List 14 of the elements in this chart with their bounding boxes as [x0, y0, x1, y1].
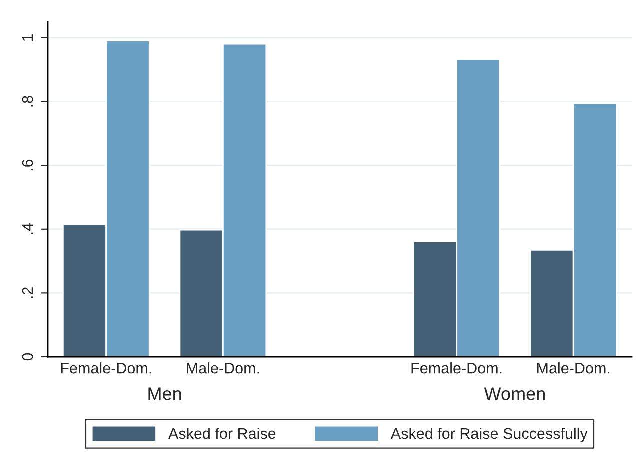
legend-label: Asked for Raise Successfully	[390, 428, 588, 442]
legend-label: Asked for Raise	[168, 428, 276, 440]
y-tick-label: .6	[22, 160, 34, 171]
y-tick-label: .2	[22, 288, 34, 298]
y-tick-label: .4	[22, 223, 34, 234]
x-tick-label: Male-Dom.	[538, 362, 610, 374]
y-tick-label: 1	[22, 34, 34, 42]
x-tick-label: Female-Dom.	[61, 362, 152, 374]
text: Women	[484, 388, 545, 400]
y-tick-label: 0	[22, 353, 34, 361]
y-tick-label: .8	[22, 96, 34, 107]
x-tick-label: Female-Dom.	[412, 362, 502, 374]
text: Men	[148, 388, 182, 400]
x-tick-label: Male-Dom.	[187, 362, 260, 374]
